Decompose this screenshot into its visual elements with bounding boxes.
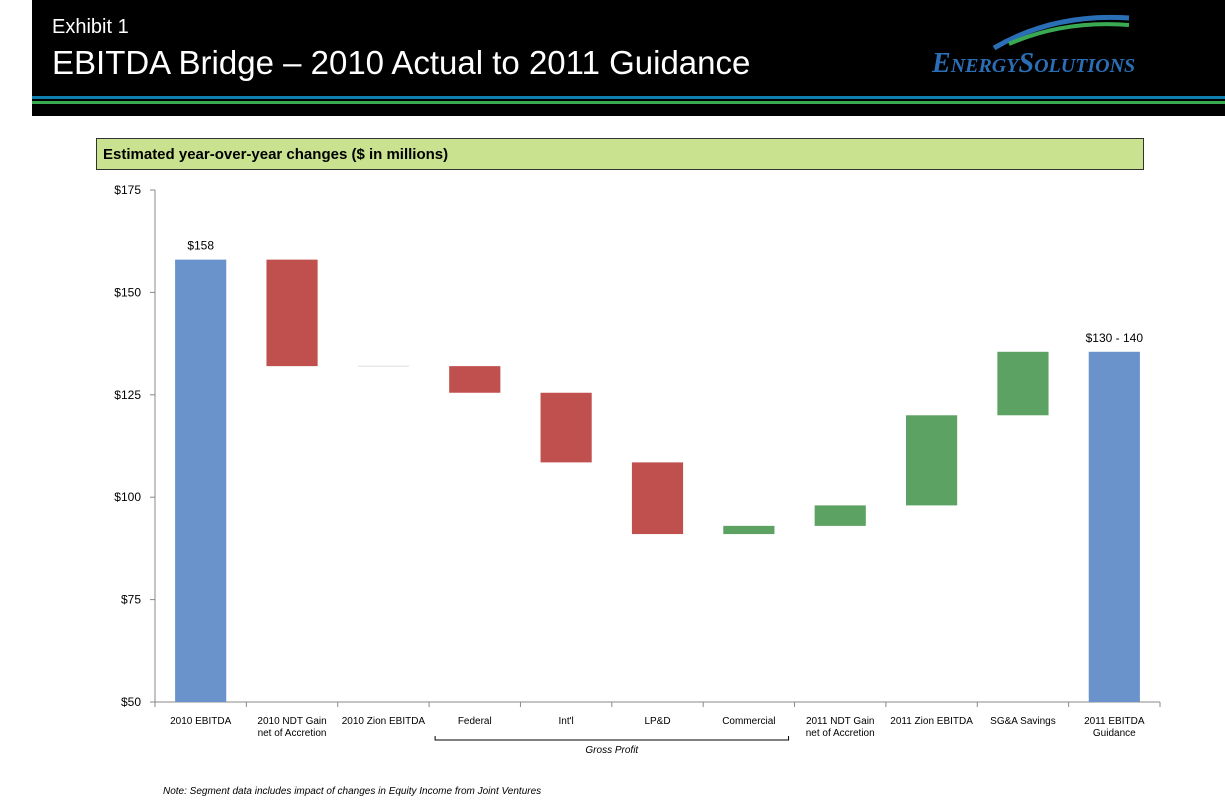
header-stripe-dark bbox=[32, 99, 1225, 101]
x-tick-label: LP&D bbox=[644, 716, 670, 727]
header-stripe-bottom bbox=[32, 104, 1225, 116]
y-tick-label: $175 bbox=[114, 183, 141, 197]
x-tick-label: 2010 EBITDA bbox=[170, 716, 231, 727]
chart-subtitle: Estimated year-over-year changes ($ in m… bbox=[103, 146, 449, 163]
x-tick-label: 2011 Zion EBITDA bbox=[890, 716, 973, 727]
y-tick-label: $150 bbox=[114, 285, 141, 299]
x-tick-label: net of Accretion bbox=[258, 728, 327, 739]
x-tick-label: 2011 EBITDA bbox=[1084, 716, 1145, 727]
x-tick-label: Int'l bbox=[559, 716, 574, 727]
bar-decrease bbox=[266, 259, 318, 367]
data-label: $158 bbox=[187, 239, 214, 253]
header-bar bbox=[32, 0, 1225, 96]
x-tick-label: 2010 Zion EBITDA bbox=[342, 716, 426, 727]
x-tick-label: Guidance bbox=[1093, 728, 1136, 739]
bar-total bbox=[1088, 351, 1140, 702]
y-tick-label: $100 bbox=[114, 490, 141, 504]
exhibit-label: Exhibit 1 bbox=[52, 16, 129, 38]
group-bracket bbox=[434, 736, 790, 741]
chart-subtitle-box: Estimated year-over-year changes ($ in m… bbox=[96, 138, 1144, 170]
page-title: EBITDA Bridge – 2010 Actual to 2011 Guid… bbox=[52, 44, 751, 81]
x-tick-label: 2010 NDT Gain bbox=[257, 716, 326, 727]
bar-decrease bbox=[540, 392, 592, 463]
logo-swoosh-icon bbox=[992, 14, 1130, 51]
bar-increase bbox=[997, 351, 1049, 416]
logo-wordmark: ENERGYSOLUTIONS bbox=[932, 48, 1136, 79]
bar-decrease bbox=[449, 366, 501, 393]
bar-total bbox=[175, 259, 227, 702]
x-tick-label: Federal bbox=[458, 716, 492, 727]
bar-increase bbox=[723, 525, 775, 535]
x-tick-label: SG&A Savings bbox=[990, 716, 1056, 727]
x-tick-label: 2011 NDT Gain bbox=[806, 716, 875, 727]
header-stripe-blue bbox=[32, 96, 1225, 99]
y-tick-label: $50 bbox=[121, 695, 141, 709]
bar-increase bbox=[814, 505, 866, 526]
header-stripe-green bbox=[32, 101, 1225, 104]
company-logo: ENERGYSOLUTIONS bbox=[924, 8, 1214, 88]
group-label: Gross Profit bbox=[585, 745, 639, 756]
y-tick-label: $75 bbox=[121, 593, 141, 607]
data-label: $130 - 140 bbox=[1086, 331, 1144, 345]
y-tick-label: $125 bbox=[114, 388, 141, 402]
bar-increase bbox=[906, 415, 958, 506]
footnote: Note: Segment data includes impact of ch… bbox=[163, 786, 542, 797]
bar-decrease bbox=[631, 462, 684, 535]
x-tick-label: net of Accretion bbox=[806, 728, 875, 739]
x-tick-label: Commercial bbox=[722, 716, 775, 727]
